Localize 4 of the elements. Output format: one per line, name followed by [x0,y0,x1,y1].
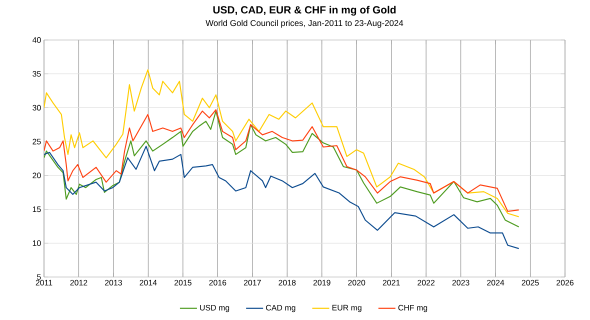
line-series [44,146,520,250]
line-series [44,69,520,218]
chart-subtitle: World Gold Council prices, Jan-2011 to 23-Aug-2024 [206,20,404,28]
chart-title: USD, CAD, EUR & CHF in mg of Gold [213,6,396,16]
